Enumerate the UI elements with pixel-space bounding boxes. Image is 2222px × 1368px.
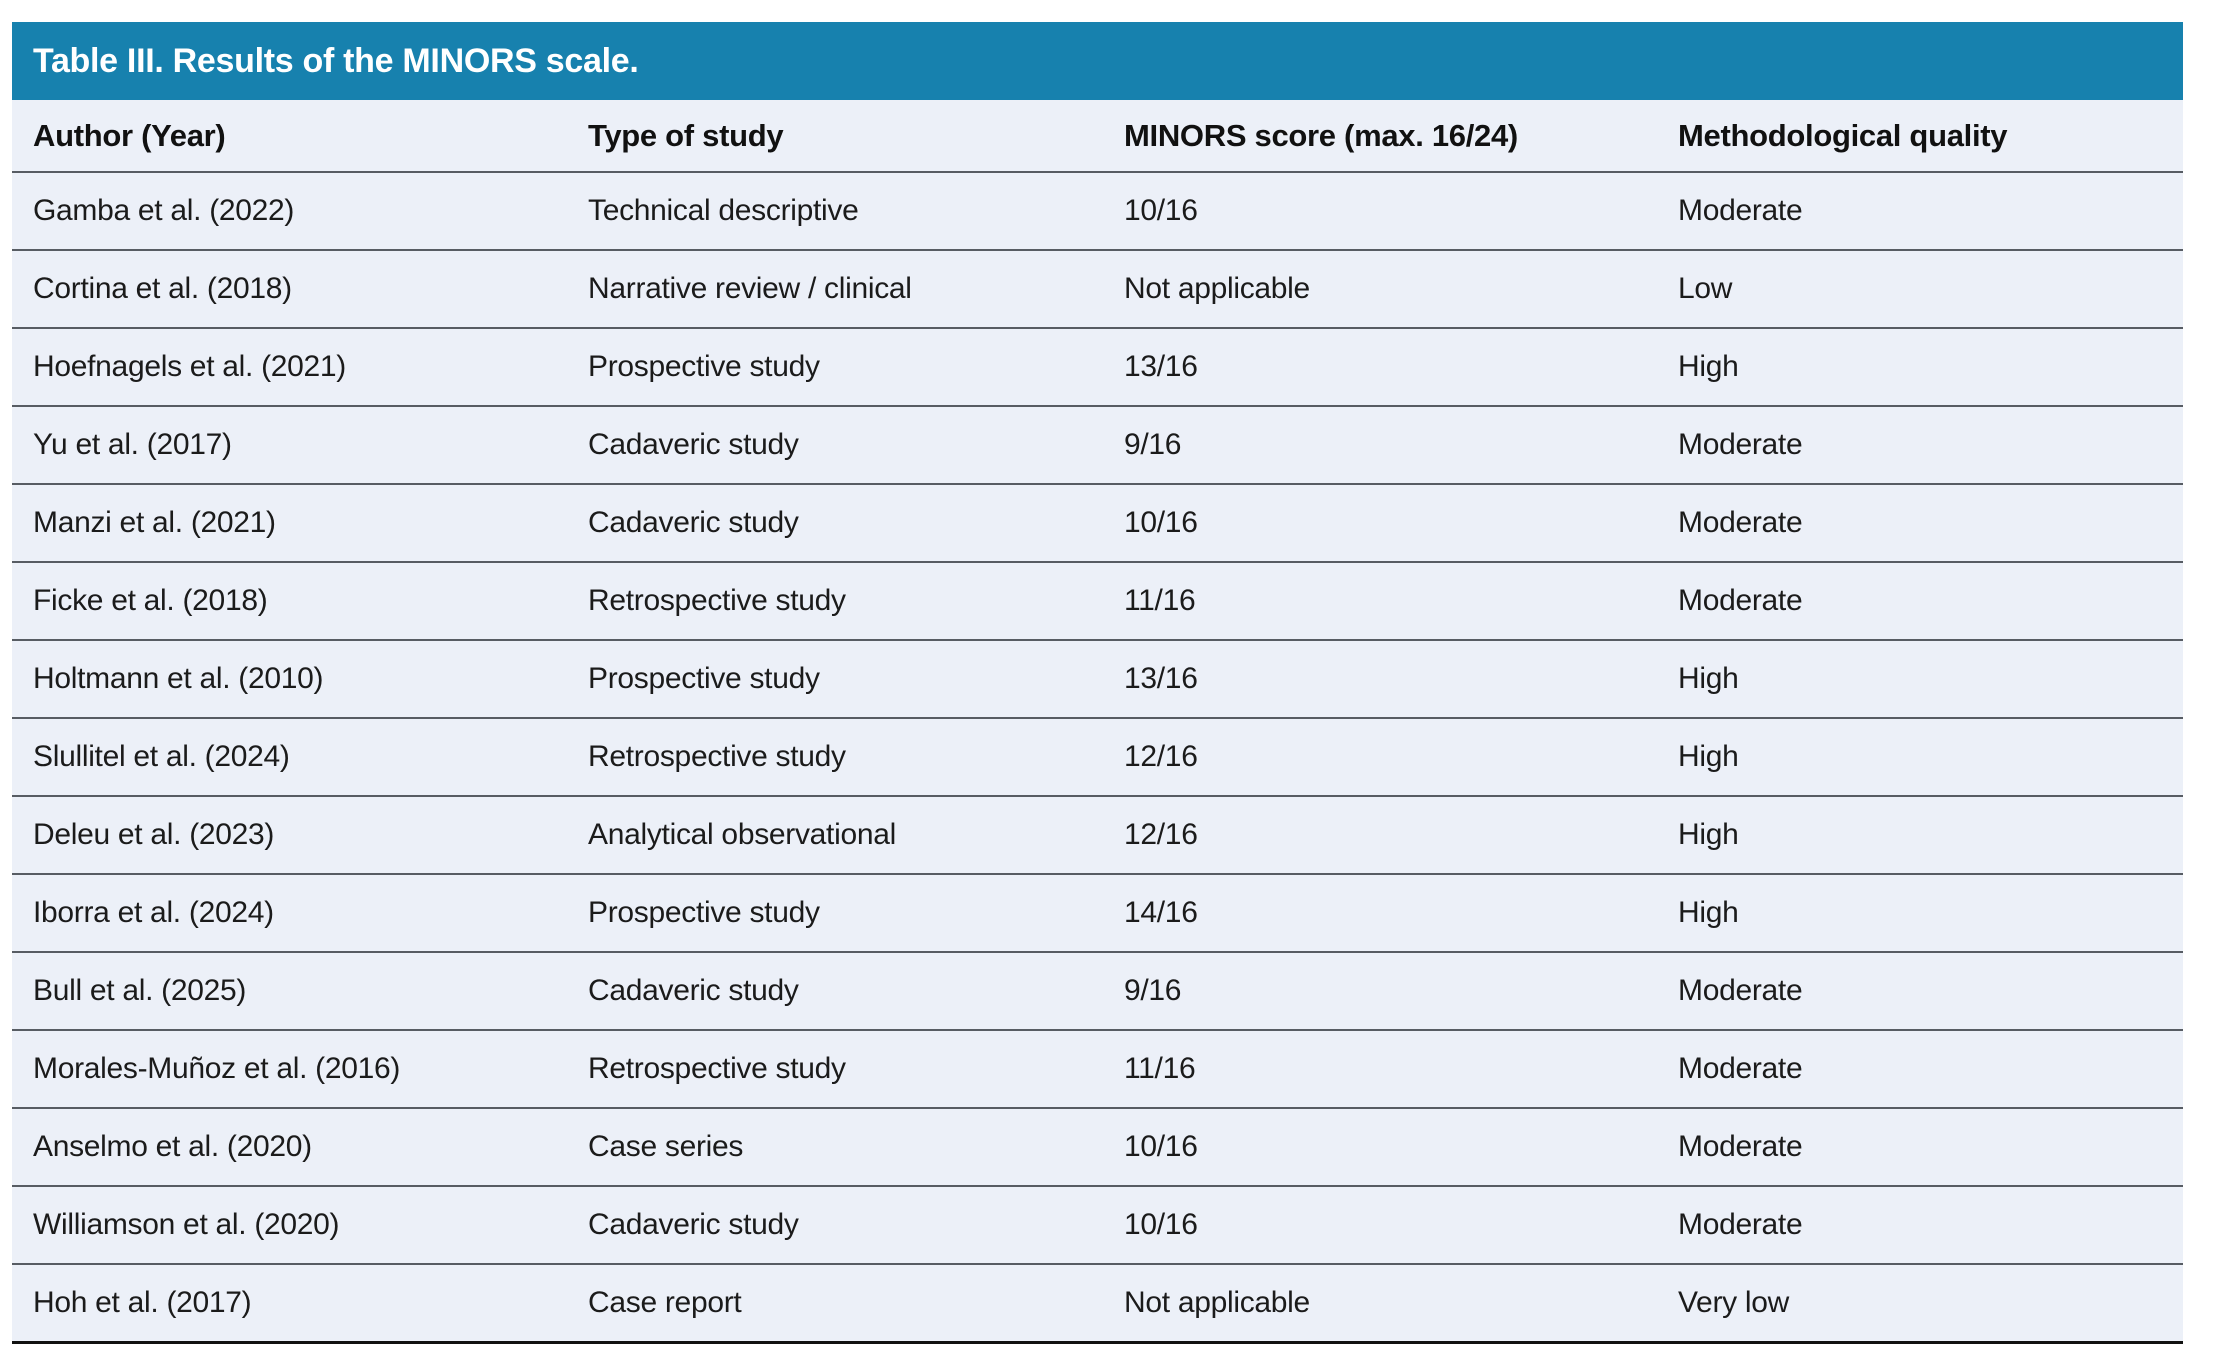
cell-quality: High [1657, 328, 2183, 407]
cell-author: Cortina et al. (2018) [12, 250, 567, 329]
table-header-row: Author (Year) Type of study MINORS score… [12, 100, 2183, 173]
cell-quality: High [1657, 718, 2183, 797]
cell-quality: Moderate [1657, 484, 2183, 563]
table-row: Slullitel et al. (2024) Retrospective stu… [12, 718, 2183, 797]
table-row: Deleu et al. (2023) Analytical observatio… [12, 796, 2183, 875]
cell-study-type: Analytical observational [567, 796, 1103, 875]
cell-minors-score: 12/16 [1103, 718, 1657, 797]
cell-quality: Moderate [1657, 172, 2183, 251]
column-header-minors-score: MINORS score (max. 16/24) [1103, 100, 1657, 173]
cell-minors-score: 10/16 [1103, 1108, 1657, 1187]
cell-study-type: Cadaveric study [567, 952, 1103, 1031]
cell-author: Deleu et al. (2023) [12, 796, 567, 875]
table-row: Yu et al. (2017) Cadaveric study 9/16 Moder… [12, 406, 2183, 485]
cell-minors-score: 14/16 [1103, 874, 1657, 953]
cell-author: Bull et al. (2025) [12, 952, 567, 1031]
cell-study-type: Retrospective study [567, 1030, 1103, 1109]
cell-author: Hoh et al. (2017) [12, 1264, 567, 1344]
table-body: Gamba et al. (2022) Technical descriptive… [12, 172, 2183, 1344]
cell-study-type: Cadaveric study [567, 406, 1103, 485]
cell-study-type: Case report [567, 1264, 1103, 1344]
cell-quality: Moderate [1657, 1030, 2183, 1109]
cell-minors-score: 10/16 [1103, 484, 1657, 563]
cell-minors-score: Not applicable [1103, 250, 1657, 329]
table-container: Table III. Results of the MINORS scale. … [12, 22, 2183, 1344]
cell-quality: Moderate [1657, 1186, 2183, 1265]
table-row: Manzi et al. (2021) Cadaveric study 10/16 M… [12, 484, 2183, 563]
cell-author: Gamba et al. (2022) [12, 172, 567, 251]
cell-minors-score: 11/16 [1103, 562, 1657, 641]
cell-author: Ficke et al. (2018) [12, 562, 567, 641]
minors-table: Author (Year) Type of study MINORS score… [12, 100, 2183, 1344]
table-row: Iborra et al. (2024) Prospective study 14/… [12, 874, 2183, 953]
table-title-bar: Table III. Results of the MINORS scale. [12, 22, 2183, 100]
cell-study-type: Cadaveric study [567, 1186, 1103, 1265]
table-row: Hoh et al. (2017) Case report Not applicab… [12, 1264, 2183, 1344]
cell-study-type: Retrospective study [567, 562, 1103, 641]
table-row: Holtmann et al. (2010) Prospective study 1… [12, 640, 2183, 719]
cell-author: Holtmann et al. (2010) [12, 640, 567, 719]
table-row: Bull et al. (2025) Cadaveric study 9/16 Mod… [12, 952, 2183, 1031]
cell-author: Slullitel et al. (2024) [12, 718, 567, 797]
cell-study-type: Case series [567, 1108, 1103, 1187]
cell-minors-score: Not applicable [1103, 1264, 1657, 1344]
cell-study-type: Prospective study [567, 874, 1103, 953]
table-row: Williamson et al. (2020) Cadaveric study 1… [12, 1186, 2183, 1265]
table-row: Cortina et al. (2018) Narrative review / … [12, 250, 2183, 329]
table-row: Hoefnagels et al. (2021) Prospective stud… [12, 328, 2183, 407]
cell-quality: Moderate [1657, 562, 2183, 641]
cell-quality: Moderate [1657, 952, 2183, 1031]
column-header-quality: Methodological quality [1657, 100, 2183, 173]
table-row: Ficke et al. (2018) Retrospective study 11… [12, 562, 2183, 641]
table-row: Anselmo et al. (2020) Case series 10/16 Mod… [12, 1108, 2183, 1187]
cell-minors-score: 10/16 [1103, 172, 1657, 251]
cell-study-type: Prospective study [567, 640, 1103, 719]
cell-quality: Very low [1657, 1264, 2183, 1344]
cell-author: Williamson et al. (2020) [12, 1186, 567, 1265]
cell-minors-score: 10/16 [1103, 1186, 1657, 1265]
table-title: Table III. Results of the MINORS scale. [33, 41, 639, 80]
cell-minors-score: 9/16 [1103, 952, 1657, 1031]
cell-quality: High [1657, 874, 2183, 953]
cell-quality: High [1657, 640, 2183, 719]
cell-minors-score: 11/16 [1103, 1030, 1657, 1109]
column-header-author: Author (Year) [12, 100, 567, 173]
column-header-study-type: Type of study [567, 100, 1103, 173]
cell-author: Iborra et al. (2024) [12, 874, 567, 953]
cell-study-type: Retrospective study [567, 718, 1103, 797]
cell-author: Hoefnagels et al. (2021) [12, 328, 567, 407]
cell-quality: High [1657, 796, 2183, 875]
cell-minors-score: 12/16 [1103, 796, 1657, 875]
cell-author: Yu et al. (2017) [12, 406, 567, 485]
cell-quality: Moderate [1657, 1108, 2183, 1187]
cell-quality: Moderate [1657, 406, 2183, 485]
cell-minors-score: 13/16 [1103, 640, 1657, 719]
cell-minors-score: 13/16 [1103, 328, 1657, 407]
cell-quality: Low [1657, 250, 2183, 329]
cell-study-type: Narrative review / clinical [567, 250, 1103, 329]
cell-minors-score: 9/16 [1103, 406, 1657, 485]
cell-author: Anselmo et al. (2020) [12, 1108, 567, 1187]
cell-study-type: Prospective study [567, 328, 1103, 407]
table-row: Gamba et al. (2022) Technical descriptive… [12, 172, 2183, 251]
cell-study-type: Technical descriptive [567, 172, 1103, 251]
cell-author: Morales-Muñoz et al. (2016) [12, 1030, 567, 1109]
table-row: Morales-Muñoz et al. (2016) Retrospective… [12, 1030, 2183, 1109]
cell-study-type: Cadaveric study [567, 484, 1103, 563]
cell-author: Manzi et al. (2021) [12, 484, 567, 563]
